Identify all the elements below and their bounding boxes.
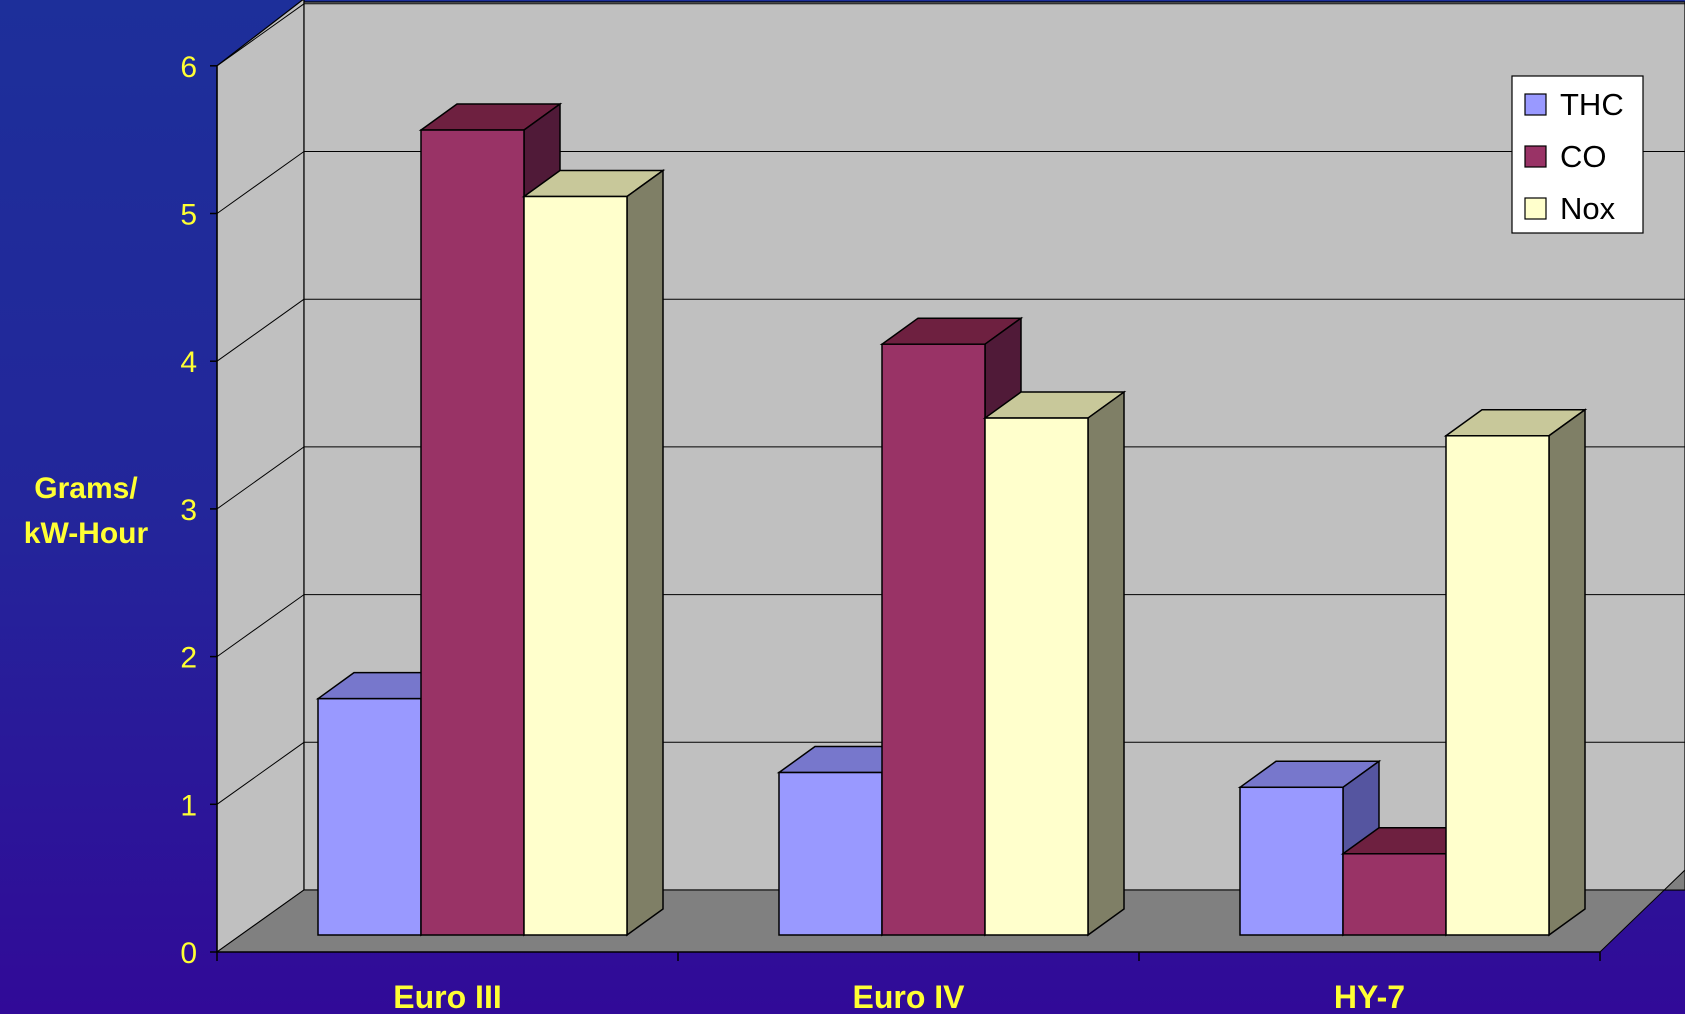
gridline-side	[216, 151, 305, 214]
bar-front	[778, 771, 883, 936]
y-axis-label: kW-Hour	[24, 517, 149, 550]
x-category-label: Euro IV	[852, 979, 965, 1014]
legend: THC CO Nox	[1511, 75, 1644, 234]
x-category-label: Euro III	[393, 979, 501, 1014]
y-tick-label: 0	[180, 937, 197, 970]
legend-swatch-thc	[1524, 93, 1547, 116]
gridline-side	[216, 3, 305, 67]
bar-front	[420, 129, 525, 936]
gridline-side	[216, 298, 305, 362]
bar-nox	[1443, 408, 1588, 937]
gridline-side	[216, 741, 305, 805]
legend-label-thc: THC	[1560, 87, 1624, 122]
bar-side	[626, 169, 664, 937]
bar-side	[1087, 390, 1125, 937]
bar-front	[523, 195, 628, 936]
bar-nox	[521, 169, 666, 937]
x-category-label: HY-7	[1334, 979, 1405, 1014]
bar-front	[317, 697, 422, 936]
y-tick-label: 4	[180, 346, 197, 379]
y-tick-label: 2	[180, 642, 197, 675]
bar-front	[1239, 786, 1344, 936]
bar-front	[984, 417, 1089, 936]
gridline-side	[216, 446, 305, 510]
legend-label-nox: Nox	[1560, 191, 1616, 226]
legend-swatch-nox	[1524, 197, 1547, 220]
bar-front	[1342, 853, 1447, 936]
side-wall	[216, 0, 305, 954]
y-tick-label: 6	[180, 51, 197, 84]
y-tick-label: 3	[180, 494, 197, 527]
legend-label-co: CO	[1560, 139, 1607, 174]
y-tick-label: 1	[180, 789, 197, 822]
bar-side	[1548, 408, 1586, 937]
legend-swatch-co	[1524, 145, 1547, 168]
gridline-side	[216, 594, 305, 658]
bar-nox	[982, 390, 1127, 937]
y-axis-label: Grams/	[34, 472, 138, 505]
bar-front	[1445, 435, 1550, 936]
y-tick-label: 5	[180, 199, 197, 232]
bar-front	[881, 343, 986, 936]
